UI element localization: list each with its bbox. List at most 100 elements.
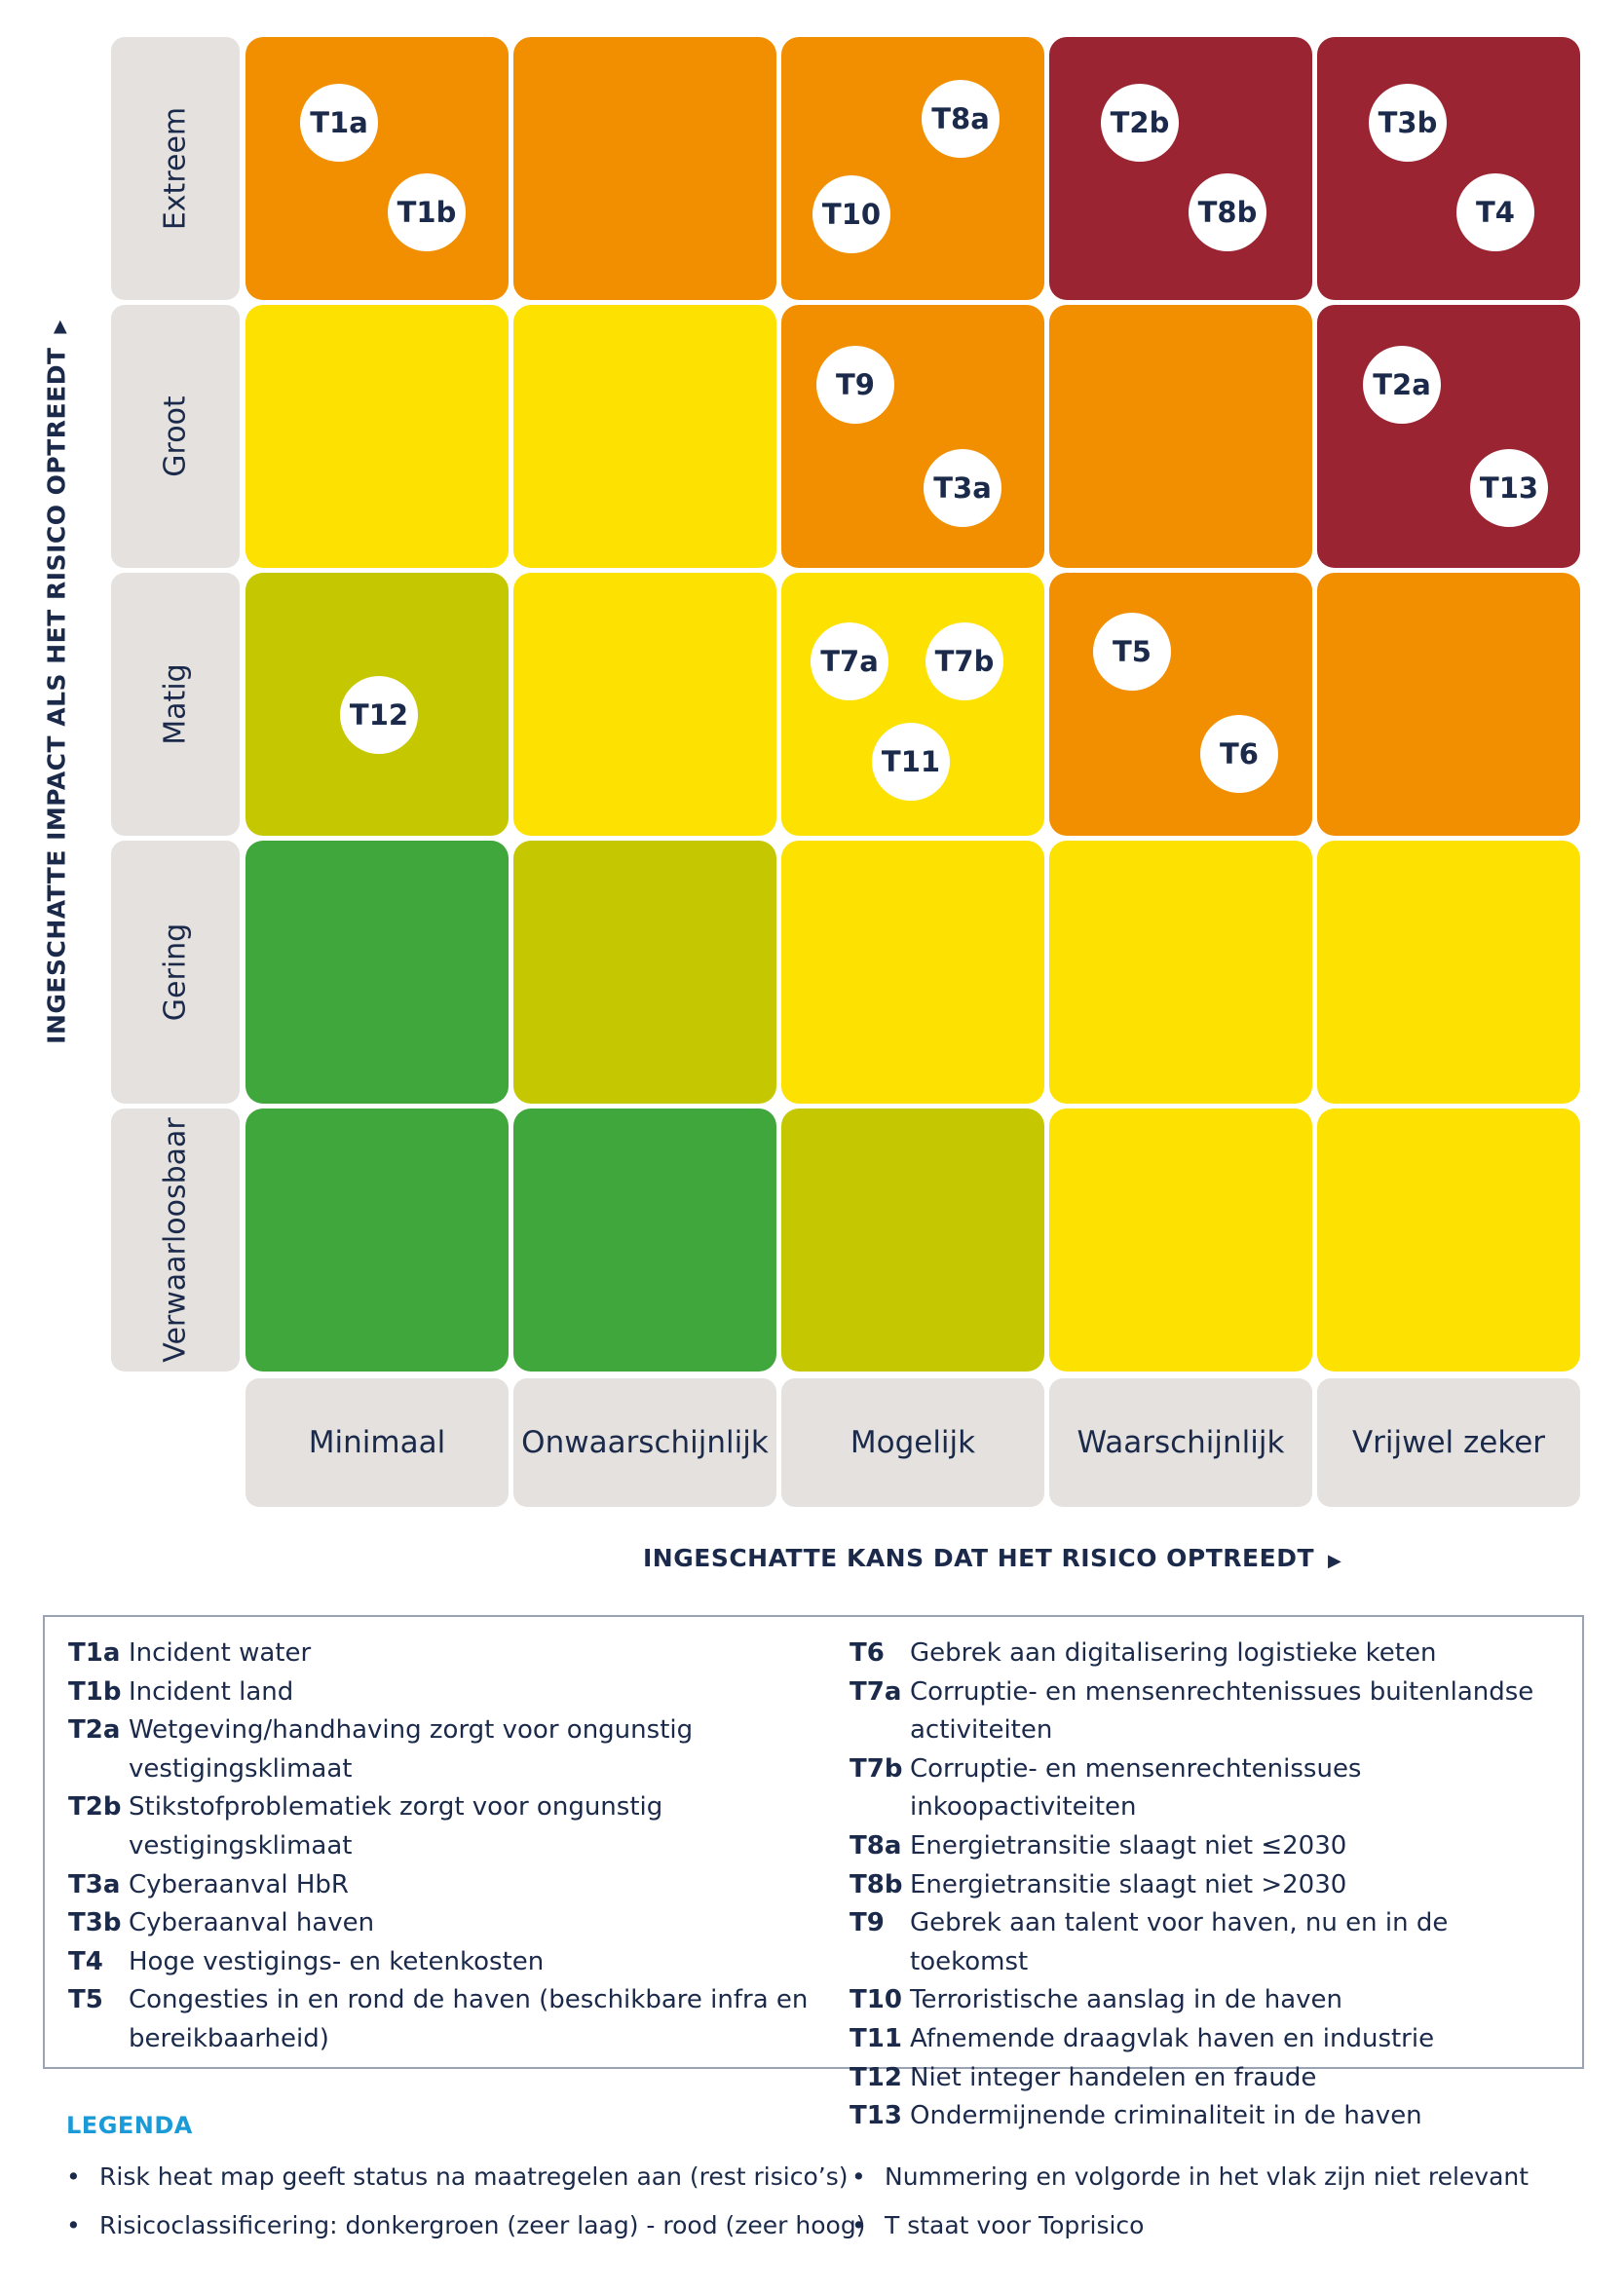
heatmap-cell xyxy=(513,305,776,568)
risk-marker-t6: T6 xyxy=(1200,715,1278,793)
impact-label: Verwaarloosbaar xyxy=(111,1109,240,1372)
risk-list-text: Congesties in en rond de haven (beschikb… xyxy=(129,1985,809,2053)
risk-list-item: T11 Afnemende draagvlak haven en industri… xyxy=(850,2020,1570,2059)
arrow-right-icon: ▶ xyxy=(1328,1551,1342,1571)
risk-list-item: T7b Corruptie- en mensenrechtenissues ink… xyxy=(850,1750,1570,1827)
risk-list-item: T13 Ondermijnende criminaliteit in de hav… xyxy=(850,2097,1570,2136)
heatmap-cell xyxy=(1049,305,1312,568)
risk-marker-t13: T13 xyxy=(1470,449,1548,527)
risk-list-item: T5 Congesties in en rond de haven (beschi… xyxy=(68,1981,828,2058)
risk-list-text: Incident land xyxy=(129,1676,294,1707)
risk-marker-t7a: T7a xyxy=(811,622,888,700)
risk-list-id: T4 xyxy=(68,1946,103,1976)
legend-note: • Nummering en volgorde in het vlak zijn … xyxy=(851,2162,1530,2191)
arrow-right-icon: ▶ xyxy=(49,320,70,334)
risk-list-item: T1a Incident water xyxy=(68,1635,828,1673)
risk-marker-t1b: T1b xyxy=(388,173,466,251)
risk-list-text: Energietransitie slaagt niet ≤2030 xyxy=(910,1830,1347,1861)
risk-list-text: Wetgeving/handhaving zorgt voor ongunsti… xyxy=(129,1715,694,1784)
risk-list-text: Cyberaanval HbR xyxy=(129,1869,350,1899)
risk-list-id: T1b xyxy=(68,1676,122,1707)
risk-list-id: T1a xyxy=(68,1638,121,1668)
legend-note: • Risicoclassificering: donkergroen (zeer… xyxy=(66,2211,866,2239)
heatmap-cell xyxy=(245,841,509,1104)
heatmap-cell xyxy=(513,841,776,1104)
risk-list-id: T3a xyxy=(68,1869,121,1899)
risk-list-column-right: T6 Gebrek aan digitalisering logistieke k… xyxy=(850,1635,1570,2136)
heatmap-cell xyxy=(781,841,1044,1104)
heatmap-cell xyxy=(245,305,509,568)
heatmap-cell xyxy=(245,1109,509,1372)
risk-marker-t5: T5 xyxy=(1093,613,1171,691)
heatmap-cell xyxy=(1049,841,1312,1104)
heatmap-cell xyxy=(1317,37,1580,300)
risk-marker-t7b: T7b xyxy=(925,622,1003,700)
risk-list-item: T8b Energietransitie slaagt niet >2030 xyxy=(850,1866,1570,1905)
risk-marker-t3b: T3b xyxy=(1369,84,1447,162)
risk-list-id: T11 xyxy=(850,2023,902,2053)
risk-marker-t4: T4 xyxy=(1456,173,1534,251)
impact-label: Matig xyxy=(111,573,240,836)
risk-list-id: T9 xyxy=(850,1908,885,1938)
risk-list-id: T6 xyxy=(850,1638,885,1668)
likelihood-label: Waarschijnlijk xyxy=(1049,1378,1312,1507)
legend-title: LEGENDA xyxy=(66,2112,193,2139)
risk-list-id: T8a xyxy=(850,1830,902,1861)
risk-list-text: Gebrek aan digitalisering logistieke ket… xyxy=(910,1638,1437,1668)
risk-list-id: T12 xyxy=(850,2062,902,2092)
likelihood-label: Mogelijk xyxy=(781,1378,1044,1507)
risk-list-id: T7b xyxy=(850,1753,903,1784)
impact-label: Groot xyxy=(111,305,240,568)
risk-list-item: T9 Gebrek aan talent voor haven, nu en in… xyxy=(850,1904,1570,1981)
heatmap-cell xyxy=(513,37,776,300)
heatmap-cell xyxy=(1317,305,1580,568)
y-axis-title: INGESCHATTE IMPACT ALS HET RISICO OPTREE… xyxy=(42,320,71,1044)
risk-list-text: Stikstofproblematiek zorgt voor ongunsti… xyxy=(129,1792,663,1861)
heatmap-cell xyxy=(1317,1109,1580,1372)
bullet-icon: • xyxy=(851,2211,866,2239)
risk-list-text: Niet integer handelen en fraude xyxy=(910,2062,1317,2092)
risk-list-id: T7a xyxy=(850,1676,902,1707)
heatmap-cell xyxy=(781,1109,1044,1372)
likelihood-label: Minimaal xyxy=(245,1378,509,1507)
risk-marker-t2b: T2b xyxy=(1101,84,1179,162)
risk-marker-t2a: T2a xyxy=(1363,346,1441,424)
likelihood-label: Onwaarschijnlijk xyxy=(513,1378,776,1507)
risk-marker-t8b: T8b xyxy=(1189,173,1266,251)
risk-list-id: T3b xyxy=(68,1908,122,1938)
bullet-icon: • xyxy=(66,2162,81,2191)
risk-list-item: T8a Energietransitie slaagt niet ≤2030 xyxy=(850,1827,1570,1866)
risk-list-id: T8b xyxy=(850,1869,903,1899)
impact-label: Extreem xyxy=(111,37,240,300)
heatmap-cell xyxy=(1317,573,1580,836)
heatmap-cell xyxy=(1049,573,1312,836)
impact-label: Gering xyxy=(111,841,240,1104)
risk-list-text: Corruptie- en mensenrechtenissues inkoop… xyxy=(910,1753,1362,1823)
risk-list-item: T10 Terroristische aanslag in de haven xyxy=(850,1981,1570,2020)
risk-list-item: T3a Cyberaanval HbR xyxy=(68,1866,828,1905)
legend-note: • T staat voor Toprisico xyxy=(851,2211,1145,2239)
bullet-icon: • xyxy=(66,2211,81,2239)
heatmap-cell xyxy=(781,305,1044,568)
risk-list-id: T2a xyxy=(68,1715,121,1746)
risk-list-text: Terroristische aanslag in de haven xyxy=(910,1985,1342,2015)
heatmap-cell xyxy=(1317,841,1580,1104)
risk-marker-t8a: T8a xyxy=(922,80,1000,158)
risk-list-text: Hoge vestigings- en ketenkosten xyxy=(129,1946,545,1976)
risk-list-text: Energietransitie slaagt niet >2030 xyxy=(910,1869,1347,1899)
risk-marker-t10: T10 xyxy=(812,175,890,253)
heatmap-cell xyxy=(513,1109,776,1372)
risk-marker-t1a: T1a xyxy=(300,84,378,162)
risk-list-text: Ondermijnende criminaliteit in de haven xyxy=(910,2101,1422,2131)
risk-list-box: T1a Incident water T1b Incident land T2a Wetg… xyxy=(43,1615,1584,2130)
risk-list-id: T5 xyxy=(68,1985,103,2015)
risk-marker-t11: T11 xyxy=(872,723,950,801)
risk-list-item: T7a Corruptie- en mensenrechtenissues bui… xyxy=(850,1673,1570,1750)
heatmap-cell xyxy=(781,37,1044,300)
bullet-icon: • xyxy=(851,2162,866,2191)
risk-list-item: T4 Hoge vestigings- en ketenkosten xyxy=(68,1943,828,1982)
risk-list-item: T3b Cyberaanval haven xyxy=(68,1904,828,1943)
risk-marker-t3a: T3a xyxy=(924,449,1001,527)
risk-list-item: T2a Wetgeving/handhaving zorgt voor ongun… xyxy=(68,1711,828,1788)
risk-list-id: T13 xyxy=(850,2101,902,2131)
